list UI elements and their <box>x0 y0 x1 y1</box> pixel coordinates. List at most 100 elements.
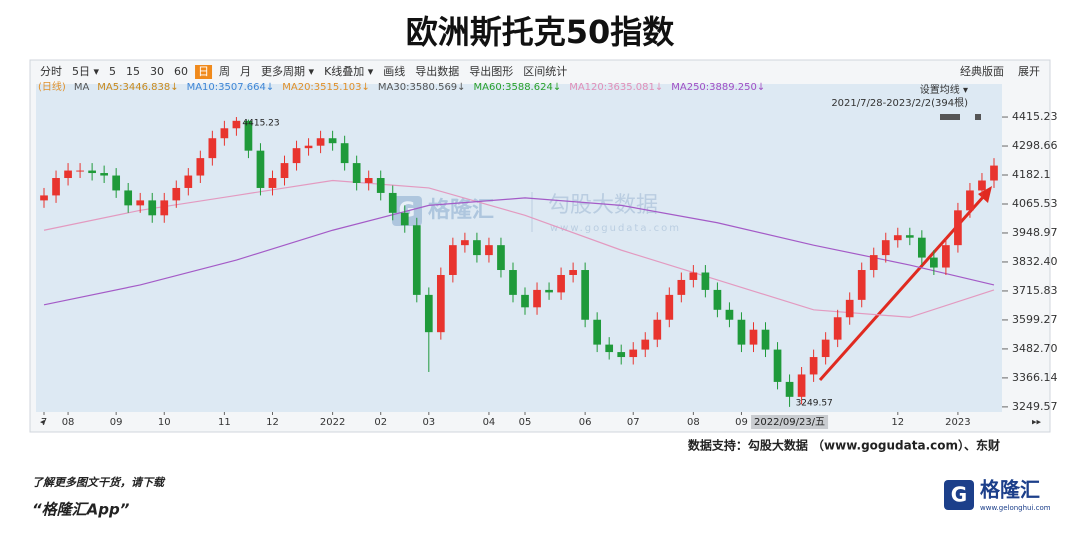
x-tick-label: 12 <box>266 417 279 428</box>
candle-body <box>485 245 493 256</box>
ma-line <box>43 179 995 318</box>
candle-body <box>737 319 746 345</box>
candle-body <box>64 170 72 179</box>
y-tick-label: 4415.23 <box>1012 110 1058 123</box>
cursor-label-bg <box>751 415 829 429</box>
candle-body <box>220 128 229 139</box>
toolbar-item[interactable]: 导出图形 <box>469 64 513 78</box>
y-tick-label: 3482.70 <box>1012 342 1058 355</box>
candle-body <box>280 163 289 179</box>
candle-body <box>160 200 169 216</box>
toolbar-item[interactable]: 日 <box>198 65 209 78</box>
candle-body <box>388 192 397 213</box>
candle-body <box>412 225 421 295</box>
watermark-url: www.gogudata.com <box>550 223 681 234</box>
ma-legend: MA60:3588.624↓ <box>474 82 562 93</box>
candle-body <box>256 150 265 188</box>
toolbar-item[interactable]: 画线 <box>383 64 405 78</box>
candle-body <box>954 210 962 246</box>
x-tick-label: 7 <box>41 417 47 428</box>
toolbar-item[interactable]: 5 <box>109 65 116 78</box>
candle-body <box>942 245 950 268</box>
toolbar-item[interactable]: 更多周期 ▾ <box>261 64 314 78</box>
arrow-head <box>978 186 992 203</box>
candle-body <box>845 299 854 318</box>
y-tick-label: 4182.1 <box>1012 168 1051 181</box>
candle-body <box>40 195 48 201</box>
candle-body <box>100 173 108 176</box>
candle-body <box>905 235 914 238</box>
toolbar-item[interactable]: K线叠加 ▾ <box>324 64 374 78</box>
candle-body <box>725 309 734 320</box>
candle-body <box>545 289 553 293</box>
candle-body <box>268 178 277 188</box>
y-tick-label: 4298.66 <box>1012 139 1058 152</box>
scroll-right[interactable]: ▸▸ <box>1032 418 1042 428</box>
candle-body <box>833 317 842 340</box>
logo-url: www.gelonghui.com <box>980 504 1051 512</box>
candle-body <box>328 138 337 144</box>
toolbar-item[interactable]: 30 <box>150 65 164 78</box>
candle-body <box>966 190 974 211</box>
toolbar-item[interactable]: 15 <box>126 65 140 78</box>
toolbar-item[interactable]: 周 <box>219 65 230 78</box>
candle-body <box>184 175 193 188</box>
candle-body <box>569 270 577 275</box>
scroll-left[interactable]: ◂ <box>40 418 45 428</box>
candle-body <box>304 145 313 149</box>
candle-body <box>773 349 782 382</box>
candle-body <box>497 245 505 271</box>
candle-body <box>869 255 878 271</box>
toolbar-item[interactable]: 月 <box>240 65 251 78</box>
candle-body <box>785 381 794 397</box>
x-tick-label: 09 <box>110 417 123 428</box>
ma-setting[interactable]: 设置均线 ▾ <box>920 83 968 96</box>
candle-body <box>605 344 614 353</box>
candle-body <box>713 289 722 310</box>
candle-body <box>52 178 60 196</box>
candle-body <box>990 165 998 181</box>
x-tick-label: 2023 <box>945 417 970 428</box>
candle-body <box>196 158 205 176</box>
annotation: 4415.23 <box>242 119 279 129</box>
ma-legend: MA5:3446.838↓ <box>97 82 178 93</box>
plot-area <box>36 84 1002 412</box>
candle-body <box>364 178 373 183</box>
candle-body <box>677 279 686 295</box>
toolbar-item[interactable]: 分时 <box>40 65 62 78</box>
toolbar-item[interactable]: 展开 <box>1018 65 1040 78</box>
ma-legend: (日线) <box>38 80 66 93</box>
candle-body <box>629 349 638 358</box>
logo-text: 格隆汇 <box>980 478 1040 502</box>
toolbar-item[interactable]: 区间统计 <box>523 65 567 78</box>
candle-body <box>352 163 361 183</box>
x-tick-label: 08 <box>62 417 75 428</box>
toolbar-item[interactable]: 60 <box>174 65 188 78</box>
toolbar-item[interactable]: 导出数据 <box>415 64 459 78</box>
candle-body <box>316 138 325 146</box>
candle-body <box>533 289 541 308</box>
candle-body <box>292 148 301 164</box>
x-tick-label: 04 <box>483 417 496 428</box>
candle-body <box>978 180 986 191</box>
x-tick-label: 09 <box>735 417 748 428</box>
candle-body <box>809 357 818 375</box>
candle-body <box>172 187 181 201</box>
toolbar-item[interactable]: 5日 ▾ <box>72 65 99 78</box>
ma-legend: MA120:3635.081↓ <box>569 82 663 93</box>
y-tick-label: 4065.53 <box>1012 197 1058 210</box>
x-tick-label: 08 <box>687 417 700 428</box>
candle-body <box>436 274 445 333</box>
y-tick-label: 3948.97 <box>1012 226 1058 239</box>
annotation: 3249.57 <box>796 398 833 408</box>
candle-body <box>761 329 770 350</box>
footer-line: “格隆汇App” <box>32 501 130 519</box>
candle-body <box>124 190 133 206</box>
y-tick-label: 3715.83 <box>1012 284 1058 297</box>
x-tick-label: 03 <box>422 417 435 428</box>
candle-body <box>449 245 457 275</box>
toolbar-item[interactable]: 经典版面 <box>960 64 1004 78</box>
candle-body <box>593 319 602 345</box>
x-tick-label: 11 <box>218 417 231 428</box>
